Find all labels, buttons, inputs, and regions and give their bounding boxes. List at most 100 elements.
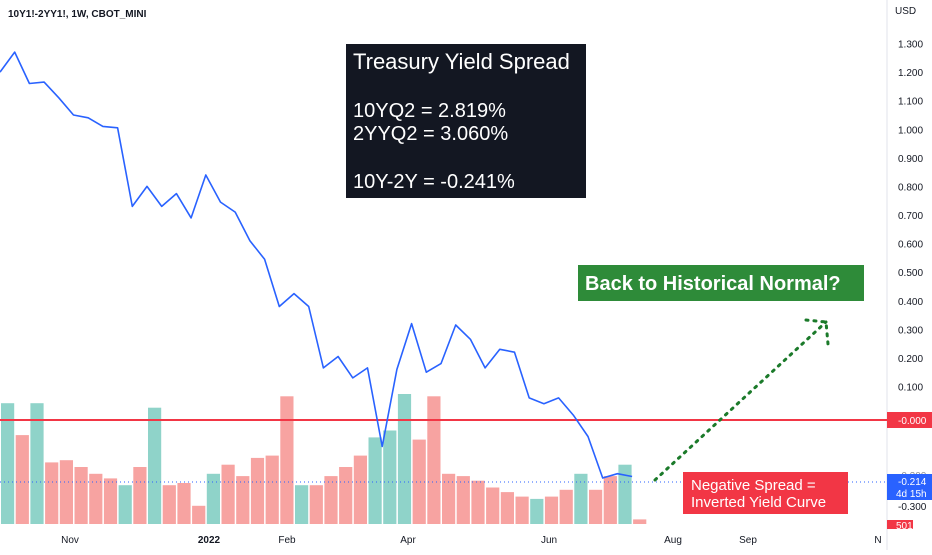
price-tick-label: 1.100 <box>898 97 923 108</box>
volume-bar <box>368 437 382 524</box>
volume-bar <box>1 403 15 524</box>
zero-price-label: -0.000 <box>887 412 932 428</box>
red-callout: Negative Spread = Inverted Yield Curve <box>683 472 848 514</box>
volume-bar <box>559 489 573 524</box>
red-callout-line-2: Inverted Yield Curve <box>691 494 826 511</box>
price-tick-label: 0.100 <box>898 383 923 394</box>
last-value-label: -0.214 4d 15h <box>887 474 932 500</box>
volume-bar <box>103 478 118 524</box>
volume-bar <box>442 473 456 524</box>
price-tick-label: 1.200 <box>898 68 923 79</box>
time-tick-label: Aug <box>664 535 682 546</box>
volume-bar <box>59 460 73 524</box>
zero-price-label-text: -0.000 <box>898 416 927 427</box>
red-callout-background <box>683 472 848 514</box>
volume-price-label-text: 501 <box>896 521 913 532</box>
projection-arrow <box>653 318 830 482</box>
volume-bar <box>309 485 323 524</box>
volume-bar <box>339 467 353 524</box>
volume-bar <box>471 480 485 524</box>
volume-bar <box>133 467 147 524</box>
time-tick-label: Jun <box>541 535 557 546</box>
price-tick-label: 1.300 <box>898 40 923 51</box>
info-box-line-1: 10YQ2 = 2.819% <box>353 100 506 122</box>
currency-label: USD <box>895 6 916 17</box>
volume-bar <box>192 505 206 524</box>
volume-bar <box>412 439 426 524</box>
projection-arrow-shaft <box>653 320 828 482</box>
volume-bar <box>221 464 235 524</box>
time-axis-ticks: Nov 2022 Feb Apr Jun Aug Sep N <box>61 535 882 546</box>
info-box-title: Treasury Yield Spread <box>353 49 570 74</box>
volume-bar <box>383 430 397 524</box>
volume-bar <box>397 394 412 524</box>
time-tick-label: Apr <box>400 535 416 546</box>
volume-price-label: 501 <box>887 520 913 532</box>
info-box: Treasury Yield Spread 10YQ2 = 2.819% 2YY… <box>346 44 586 198</box>
volume-bar <box>530 498 544 524</box>
info-box-line-2: 2YYQ2 = 3.060% <box>353 123 508 145</box>
volume-bar <box>265 455 279 524</box>
volume-bar <box>353 455 367 524</box>
volume-bar <box>206 473 220 524</box>
volume-bar <box>74 467 88 524</box>
volume-bar <box>500 492 514 524</box>
price-axis-ticks: 1.300 1.200 1.100 1.000 0.900 0.800 0.700 0.600… <box>898 40 923 394</box>
volume-bar <box>15 435 29 524</box>
price-tick-label: 0.200 <box>898 354 923 365</box>
volume-bar <box>633 519 647 524</box>
volume-bar <box>574 473 588 524</box>
green-callout: Back to Historical Normal? <box>578 265 864 301</box>
volume-price-label-background <box>887 520 913 529</box>
green-callout-background <box>578 265 864 301</box>
price-tick-label: 0.900 <box>898 154 923 165</box>
volume-bar <box>250 457 265 524</box>
volume-bar <box>515 496 529 524</box>
volume-bar <box>603 476 617 524</box>
time-tick-label: N <box>874 535 881 546</box>
symbol-header: 10Y1!-2YY1!, 1W, CBOT_MINI <box>8 9 147 20</box>
price-tick-label: 0.700 <box>898 211 923 222</box>
info-box-line-3: 10Y-2Y = -0.241% <box>353 171 515 193</box>
volume-bar <box>89 473 103 524</box>
volume-bar <box>486 487 500 524</box>
volume-bar <box>589 489 603 524</box>
info-box-background <box>346 44 586 198</box>
projection-arrow-head <box>804 318 830 346</box>
volume-bar <box>324 476 338 524</box>
price-tick-label: 0.300 <box>898 325 923 336</box>
price-tick-neg-0300: -0.300 <box>898 502 927 513</box>
volume-bar <box>45 462 59 524</box>
last-value-text: -0.214 <box>898 477 927 488</box>
price-tick-label: 0.800 <box>898 182 923 193</box>
price-tick-label: 0.500 <box>898 268 923 279</box>
red-callout-line-1: Negative Spread = <box>691 477 816 494</box>
volume-bar <box>148 407 162 524</box>
green-callout-text: Back to Historical Normal? <box>585 273 841 295</box>
volume-layer <box>1 394 647 524</box>
price-tick-label: 0.600 <box>898 240 923 251</box>
countdown-text: 4d 15h <box>896 489 927 500</box>
volume-bar <box>177 483 191 524</box>
zero-price-label-background <box>887 412 932 428</box>
time-tick-label: Sep <box>739 535 757 546</box>
time-tick-label: 2022 <box>198 535 221 546</box>
volume-bar <box>162 485 176 524</box>
volume-bar <box>618 464 632 524</box>
last-value-label-background <box>887 474 932 500</box>
volume-bar <box>280 396 294 524</box>
volume-bar <box>295 485 309 524</box>
time-tick-label: Nov <box>61 535 79 546</box>
price-tick-label: 0.400 <box>898 297 923 308</box>
volume-bar <box>118 485 132 524</box>
volume-bar <box>427 396 441 524</box>
spread-series-line <box>0 51 633 479</box>
volume-bar <box>544 496 559 524</box>
volume-bar <box>236 476 250 524</box>
volume-bar <box>456 476 470 524</box>
time-tick-label: Feb <box>278 535 296 546</box>
volume-bar <box>30 403 44 524</box>
price-tick-label: 1.000 <box>898 125 923 136</box>
